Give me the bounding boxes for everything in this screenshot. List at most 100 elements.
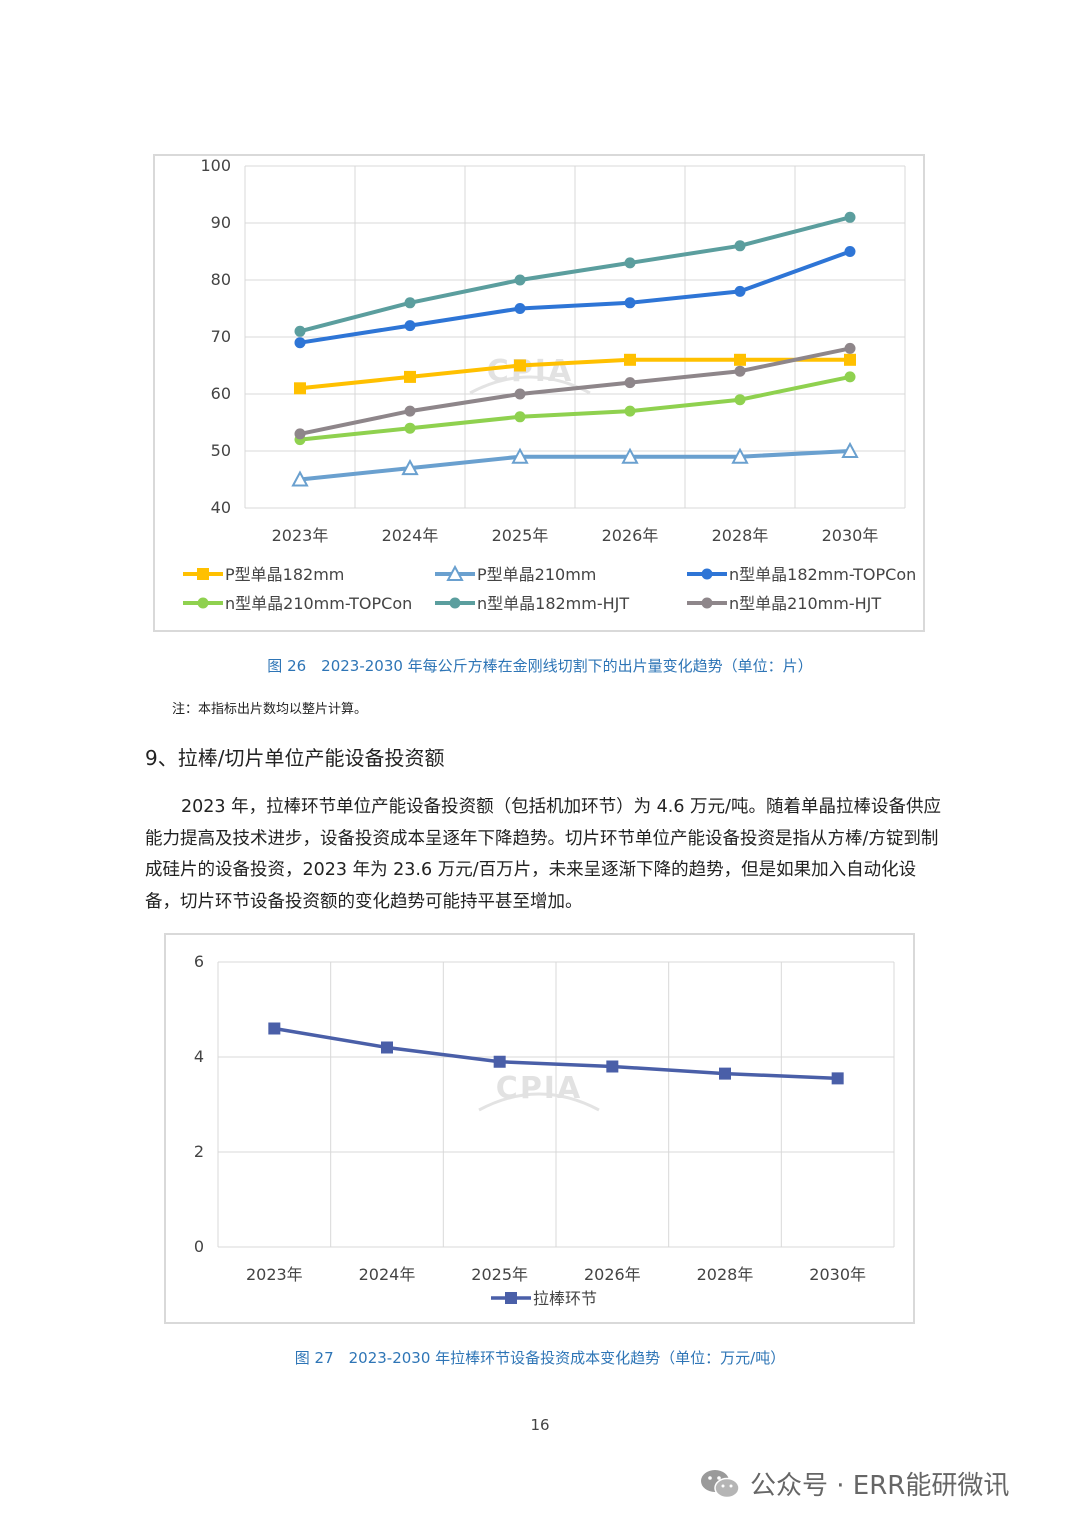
data-point-s1-3 [621, 447, 639, 464]
data-point-s2-4 [734, 285, 746, 297]
y-tick-label: 40 [211, 498, 231, 517]
chart-fig26-svg: 40 50 60 70 80 90 100 2023年 2024年 2025年 2026年 2028年… [183, 156, 916, 613]
y-tick-label: 4 [194, 1047, 204, 1066]
watermark-arc [478, 1092, 600, 1112]
data-point-s5-4 [734, 365, 746, 377]
legend-marker-1 [446, 564, 464, 581]
legend-label-1: P型单晶210mm [477, 565, 596, 584]
data-point-s0-2 [493, 1055, 506, 1068]
data-point-s0-1 [381, 1041, 393, 1054]
x-tick-label: 2023年 [246, 1265, 303, 1284]
data-point-s0-5 [831, 1072, 844, 1085]
data-point-s0-2 [514, 359, 526, 372]
body-paragraph: 2023 年，拉棒环节单位产能设备投资额（包括机加环节）为 4.6 万元/吨。随… [145, 797, 941, 912]
note-text: 注：本指标出片数均以整片计算。 [172, 702, 368, 717]
chart-fig27: 0 2 4 6 2023年 2024年 2025年 2026年 2028年 2030年 CPIA 拉棒… [164, 933, 915, 1324]
x-tick-label: 2024年 [382, 526, 439, 545]
data-point-s2-5 [844, 246, 856, 257]
legend-marker-5 [701, 597, 713, 609]
data-point-s2-2 [514, 303, 526, 314]
data-point-s0-3 [624, 353, 636, 366]
series-line-0 [299, 357, 850, 391]
data-point-s3-5 [844, 371, 856, 383]
data-point-s5-5 [844, 342, 856, 354]
data-point-s4-0 [294, 325, 306, 337]
data-point-s1-1 [401, 458, 419, 476]
y-tick-label: 100 [200, 156, 231, 175]
y-tick-label: 0 [194, 1237, 204, 1256]
legend-label-5: n型单晶210mm-HJT [729, 594, 881, 613]
data-point-s5-2 [514, 388, 526, 400]
chart-fig27-svg: 0 2 4 6 2023年 2024年 2025年 2026年 2028年 2030年 CPIA 拉棒… [194, 952, 895, 1308]
data-point-s0-0 [294, 382, 306, 395]
data-point-s4-3 [624, 257, 636, 269]
x-tick-label: 2028年 [697, 1265, 754, 1284]
y-tick-label: 70 [211, 327, 231, 346]
figure-26-caption: 图 26 2023-2030 年每公斤方棒在金刚线切割下的出片量变化趋势（单位：… [267, 657, 813, 675]
y-tick-label: 60 [211, 384, 231, 403]
data-point-s0-5 [844, 353, 856, 366]
x-tick-label: 2030年 [809, 1265, 866, 1284]
data-point-s2-3 [624, 297, 636, 309]
wechat-icon [701, 1469, 740, 1498]
data-point-s5-1 [404, 405, 416, 417]
watermark-logo: CPIA [487, 354, 573, 389]
data-point-s4-5 [844, 211, 856, 223]
data-point-s1-2 [511, 447, 529, 464]
data-point-s2-0 [294, 337, 306, 349]
chart-fig26: 40 50 60 70 80 90 100 2023年 2024年 2025年 2026年 2028年… [153, 154, 925, 632]
legend-label-4: n型单晶182mm-HJT [477, 594, 629, 613]
data-point-s0-4 [719, 1067, 731, 1080]
data-point-s3-1 [404, 422, 416, 434]
legend-label-3: n型单晶210mm-TOPCon [225, 594, 412, 613]
data-point-s2-1 [404, 320, 416, 332]
data-point-s1-0 [291, 470, 309, 487]
data-point-s3-4 [734, 394, 746, 406]
y-tick-label: 90 [211, 213, 231, 232]
legend-label-2: n型单晶182mm-TOPCon [729, 565, 916, 584]
legend-label-0: 拉棒环节 [533, 1289, 597, 1308]
data-point-s5-3 [624, 377, 636, 389]
data-point-s4-1 [404, 297, 416, 309]
data-point-s1-4 [731, 447, 749, 464]
data-point-s4-4 [734, 240, 746, 252]
x-tick-label: 2025年 [471, 1265, 528, 1284]
data-point-s4-2 [514, 274, 526, 286]
x-tick-label: 2024年 [359, 1265, 416, 1284]
x-tick-label: 2030年 [822, 526, 879, 545]
data-point-s0-4 [734, 353, 746, 366]
data-point-s0-1 [404, 370, 416, 383]
section-heading: 9、拉棒/切片单位产能设备投资额 [145, 746, 445, 770]
x-tick-label: 2025年 [492, 526, 549, 545]
page-number: 16 [530, 1416, 550, 1434]
x-tick-label: 2028年 [712, 526, 769, 545]
series-line-0 [274, 1026, 838, 1081]
footer-source: 公众号 · ERR能研微讯 [700, 1465, 1009, 1502]
data-point-s0-3 [606, 1060, 619, 1073]
watermark-logo: CPIA [496, 1071, 582, 1106]
series-line-4 [299, 215, 851, 334]
figure-27-caption: 图 27 2023-2030 年拉棒环节设备投资成本变化趋势（单位：万元/吨） [294, 1349, 786, 1367]
legend-marker-2 [701, 568, 713, 580]
legend-label-0: P型单晶182mm [225, 565, 344, 584]
series-line-5 [299, 346, 851, 436]
data-point-s1-5 [841, 441, 859, 458]
y-tick-label: 50 [211, 441, 231, 460]
y-tick-label: 2 [194, 1142, 204, 1161]
legend-marker-4 [449, 597, 461, 609]
y-tick-label: 6 [194, 952, 204, 971]
series-line-3 [299, 374, 851, 442]
series-line-1 [299, 449, 851, 482]
x-tick-label: 2026年 [602, 526, 659, 545]
legend-marker-3 [197, 597, 209, 609]
x-tick-label: 2026年 [584, 1265, 641, 1284]
legend-marker-0 [197, 568, 209, 580]
data-point-s3-3 [624, 405, 636, 417]
x-tick-label: 2023年 [272, 526, 329, 545]
data-point-s0-0 [268, 1022, 281, 1035]
data-point-s3-2 [514, 411, 526, 423]
y-tick-label: 80 [211, 270, 231, 289]
footer-source-text: 公众号 · ERR能研微讯 [750, 1471, 1010, 1501]
series-line-2 [299, 249, 851, 345]
data-point-s5-0 [294, 428, 306, 440]
